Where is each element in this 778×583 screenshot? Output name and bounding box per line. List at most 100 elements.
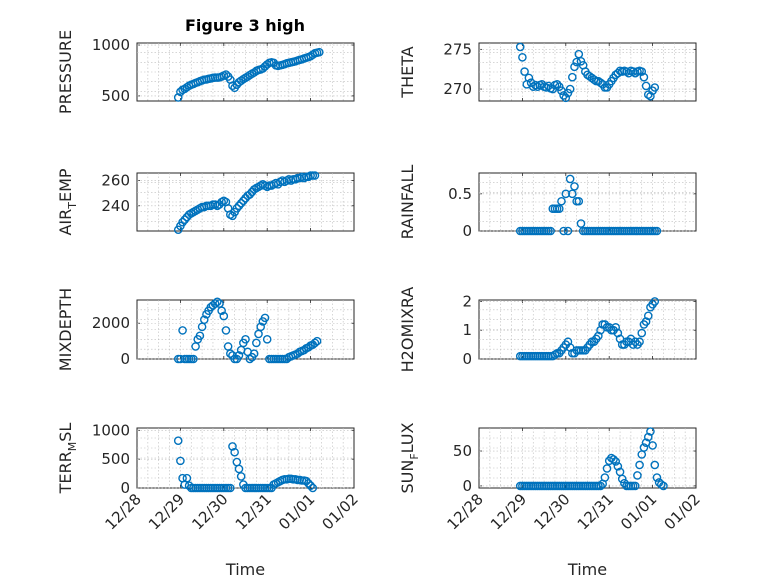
data-point bbox=[282, 354, 292, 364]
data-point bbox=[613, 328, 623, 338]
data-point bbox=[252, 338, 261, 348]
data-point bbox=[182, 82, 192, 92]
y-tick-label: 2 bbox=[462, 292, 472, 310]
y-axis-label-subscript: M bbox=[66, 442, 79, 452]
data-point bbox=[646, 427, 655, 436]
axes-terr_msl: 12/28 12/29 12/30 12/31 01/01 01/0205001000TE… bbox=[56, 421, 362, 579]
y-tick-label: 0 bbox=[462, 222, 472, 240]
data-point bbox=[570, 182, 579, 191]
data-point bbox=[212, 297, 222, 307]
y-axis-label-tail: SL bbox=[56, 423, 75, 442]
data-point bbox=[219, 311, 229, 321]
figure-title: Figure 3 high bbox=[185, 16, 305, 35]
data-point bbox=[559, 226, 568, 236]
data-point bbox=[195, 331, 205, 341]
data-point bbox=[515, 42, 525, 52]
data-point bbox=[639, 443, 649, 452]
y-tick-label: 275 bbox=[443, 40, 472, 58]
data-point bbox=[546, 226, 555, 236]
data-point bbox=[226, 349, 235, 358]
data-point bbox=[650, 460, 660, 470]
axes-h2omixra: 0 1 2 H2OMIXRA bbox=[398, 287, 697, 372]
data-point bbox=[310, 171, 320, 180]
y-tick-label: 1000 bbox=[92, 421, 130, 439]
y-tick-label: 1 bbox=[462, 321, 472, 339]
y-axis-label-main: SUN bbox=[398, 460, 417, 494]
data-point bbox=[232, 204, 242, 213]
y-tick-label: 1000 bbox=[92, 36, 130, 54]
data-point bbox=[557, 196, 566, 206]
y-axis-label: AIRTEMP bbox=[56, 168, 79, 235]
axes-pressure: 500 1000 PRESSURE bbox=[56, 30, 355, 114]
data-point bbox=[236, 198, 246, 208]
y-tick-label: 2000 bbox=[92, 314, 130, 332]
y-axis-label: MIXDEPTH bbox=[56, 288, 75, 371]
data-point bbox=[228, 81, 237, 91]
data-point bbox=[568, 72, 577, 82]
data-point bbox=[176, 456, 185, 466]
data-point bbox=[245, 354, 255, 364]
data-point bbox=[609, 455, 618, 464]
data-point bbox=[646, 91, 655, 101]
data-point bbox=[611, 323, 621, 332]
y-tick-label: 270 bbox=[443, 80, 472, 98]
data-point bbox=[239, 196, 248, 206]
data-point bbox=[217, 306, 226, 316]
data-point bbox=[637, 328, 647, 338]
axes-air_temp: 240 260 AIRTEMP bbox=[56, 168, 355, 236]
y-tick-label: 0 bbox=[120, 479, 130, 497]
data-point bbox=[596, 481, 605, 491]
data-point bbox=[630, 481, 640, 491]
data-point bbox=[221, 70, 231, 79]
y-tick-label: 0 bbox=[120, 350, 130, 368]
data-point bbox=[641, 81, 651, 91]
y-tick-label: 0.5 bbox=[448, 185, 472, 203]
data-point bbox=[550, 350, 560, 359]
data-point bbox=[643, 311, 653, 321]
data-point bbox=[648, 441, 657, 450]
data-point bbox=[554, 204, 564, 213]
data-point bbox=[643, 432, 653, 442]
y-axis-label-main: AIR bbox=[56, 209, 75, 236]
data-point bbox=[262, 335, 272, 344]
data-point bbox=[652, 226, 662, 236]
data-point bbox=[568, 189, 577, 199]
x-axis-label: Time bbox=[567, 560, 607, 579]
y-axis-label: THETA bbox=[398, 46, 417, 98]
y-axis-label: SUNFLUX bbox=[398, 422, 421, 493]
data-point bbox=[310, 338, 320, 348]
data-point bbox=[293, 349, 302, 358]
data-point bbox=[611, 457, 621, 466]
data-point bbox=[641, 317, 651, 326]
data-point bbox=[230, 447, 239, 457]
data-point bbox=[572, 57, 581, 67]
data-point bbox=[600, 473, 610, 482]
axes-theta: 270 275 THETA bbox=[398, 40, 697, 103]
y-axis-label: RAINFALL bbox=[398, 165, 417, 240]
data-point bbox=[659, 481, 668, 491]
y-axis-label-main: TERR bbox=[56, 451, 75, 494]
data-point bbox=[304, 343, 313, 352]
data-point bbox=[518, 53, 527, 62]
data-point bbox=[635, 460, 644, 470]
data-point bbox=[617, 474, 627, 484]
data-point bbox=[613, 462, 623, 471]
data-point bbox=[314, 47, 324, 57]
y-tick-label: 50 bbox=[453, 442, 472, 460]
data-point bbox=[552, 80, 562, 89]
data-point bbox=[312, 336, 322, 346]
y-tick-label: 260 bbox=[101, 172, 130, 190]
data-point bbox=[245, 190, 255, 199]
data-point bbox=[576, 219, 586, 228]
data-point bbox=[565, 84, 575, 94]
data-point bbox=[561, 93, 571, 103]
y-axis-label-tail: EMP bbox=[56, 168, 75, 202]
data-point bbox=[637, 67, 647, 76]
data-point bbox=[308, 483, 318, 493]
data-point bbox=[563, 337, 573, 347]
y-tick-label: 240 bbox=[101, 197, 130, 215]
data-point bbox=[652, 473, 662, 482]
y-axis-label-subscript: T bbox=[66, 202, 79, 210]
data-point bbox=[304, 479, 313, 488]
